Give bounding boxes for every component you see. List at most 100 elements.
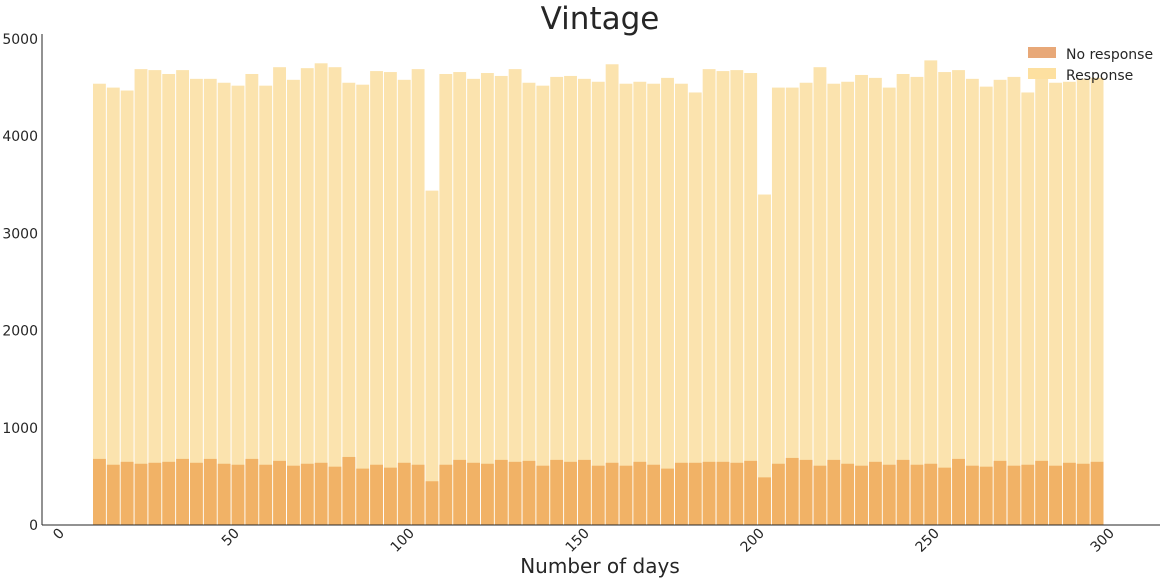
bar-no-response xyxy=(965,465,979,525)
bar-no-response xyxy=(453,459,467,525)
bar-no-response xyxy=(993,460,1007,525)
bar-response xyxy=(965,78,979,525)
bar-no-response xyxy=(245,458,259,525)
bar-response xyxy=(605,64,619,526)
bar-response xyxy=(855,74,868,526)
bar-no-response xyxy=(425,481,439,525)
bar-response xyxy=(259,85,273,525)
bar-no-response xyxy=(550,459,564,525)
bar-no-response xyxy=(1090,461,1104,525)
bar-no-response xyxy=(952,458,965,525)
bar-response xyxy=(342,82,356,526)
bar-response xyxy=(1007,76,1021,525)
bar-no-response xyxy=(661,468,674,525)
bar-response xyxy=(868,77,882,525)
bar-response xyxy=(134,69,148,525)
bar-response xyxy=(328,67,342,525)
bar-response xyxy=(938,72,952,526)
bar-no-response xyxy=(827,459,841,525)
bar-no-response xyxy=(1021,464,1035,525)
bar-response xyxy=(286,79,300,525)
bar-no-response xyxy=(356,468,370,525)
bar-response xyxy=(411,69,425,525)
chart-title: Vintage xyxy=(541,1,660,37)
bar-response xyxy=(439,73,453,526)
bar-response xyxy=(910,76,924,525)
bar-response xyxy=(356,84,370,526)
bar-response xyxy=(688,92,702,526)
bar-response xyxy=(550,76,564,525)
bar-response xyxy=(1062,81,1076,526)
bar-response xyxy=(1035,77,1049,525)
bar-response xyxy=(93,83,106,526)
x-tick-label: 150 xyxy=(563,526,593,556)
bar-no-response xyxy=(938,467,952,525)
bar-no-response xyxy=(591,465,605,525)
bar-no-response xyxy=(910,464,924,525)
bar-response xyxy=(799,82,813,526)
bar-response xyxy=(536,85,550,525)
bar-response xyxy=(924,60,938,525)
bar-no-response xyxy=(702,461,716,525)
bar-no-response xyxy=(577,459,591,525)
y-tick-label: 1000 xyxy=(2,421,38,437)
bar-response xyxy=(841,81,855,526)
bar-no-response xyxy=(744,460,758,525)
bar-response xyxy=(730,70,744,525)
bar-no-response xyxy=(397,462,411,525)
bar-no-response xyxy=(134,463,148,525)
y-tick-label: 0 xyxy=(29,518,38,534)
bar-no-response xyxy=(841,463,855,525)
bar-no-response xyxy=(300,463,314,525)
bar-response xyxy=(189,78,203,525)
x-axis-label: Number of days xyxy=(520,554,680,578)
bar-no-response xyxy=(785,457,799,525)
legend-swatch-no-response xyxy=(1028,47,1056,58)
legend-label-response: Response xyxy=(1066,68,1133,84)
bar-no-response xyxy=(716,461,730,525)
x-tick-label: 250 xyxy=(913,526,943,556)
bar-response xyxy=(383,72,397,526)
bar-response xyxy=(979,86,993,525)
bar-no-response xyxy=(868,461,882,525)
bar-no-response xyxy=(633,461,647,525)
bar-response xyxy=(785,87,799,525)
bar-response xyxy=(771,87,785,525)
bar-no-response xyxy=(231,464,245,525)
bar-response xyxy=(217,82,231,526)
bar-response xyxy=(162,73,176,526)
bar-no-response xyxy=(93,458,106,525)
bar-response xyxy=(370,71,383,525)
bar-response xyxy=(674,83,688,526)
bar-response xyxy=(453,72,467,526)
bar-no-response xyxy=(494,459,508,525)
bar-response xyxy=(480,73,494,526)
bar-response xyxy=(522,82,536,526)
bar-response xyxy=(1049,82,1062,526)
x-tick-label: 50 xyxy=(219,526,243,550)
bar-response xyxy=(425,190,439,525)
bar-response xyxy=(1021,92,1035,526)
bar-response xyxy=(203,78,217,525)
bar-no-response xyxy=(674,462,688,525)
bar-response xyxy=(300,68,314,525)
bar-no-response xyxy=(314,462,328,525)
bar-no-response xyxy=(896,459,910,525)
bar-no-response xyxy=(522,460,536,525)
bar-response xyxy=(106,87,120,525)
bar-no-response xyxy=(162,461,176,525)
legend-label-no-response: No response xyxy=(1066,47,1153,63)
bar-response xyxy=(952,70,965,525)
bar-response xyxy=(508,69,522,525)
y-tick-labels: 0 1000 2000 3000 4000 5000 xyxy=(2,32,38,534)
x-tick-label: 100 xyxy=(388,526,418,556)
bar-response xyxy=(633,81,647,526)
bar-response xyxy=(827,83,841,526)
bar-response xyxy=(758,194,771,525)
bar-no-response xyxy=(189,462,203,525)
legend: No response Response xyxy=(1028,47,1153,84)
legend-swatch-response xyxy=(1028,68,1056,79)
bar-no-response xyxy=(647,464,661,525)
bar-response xyxy=(245,73,259,526)
